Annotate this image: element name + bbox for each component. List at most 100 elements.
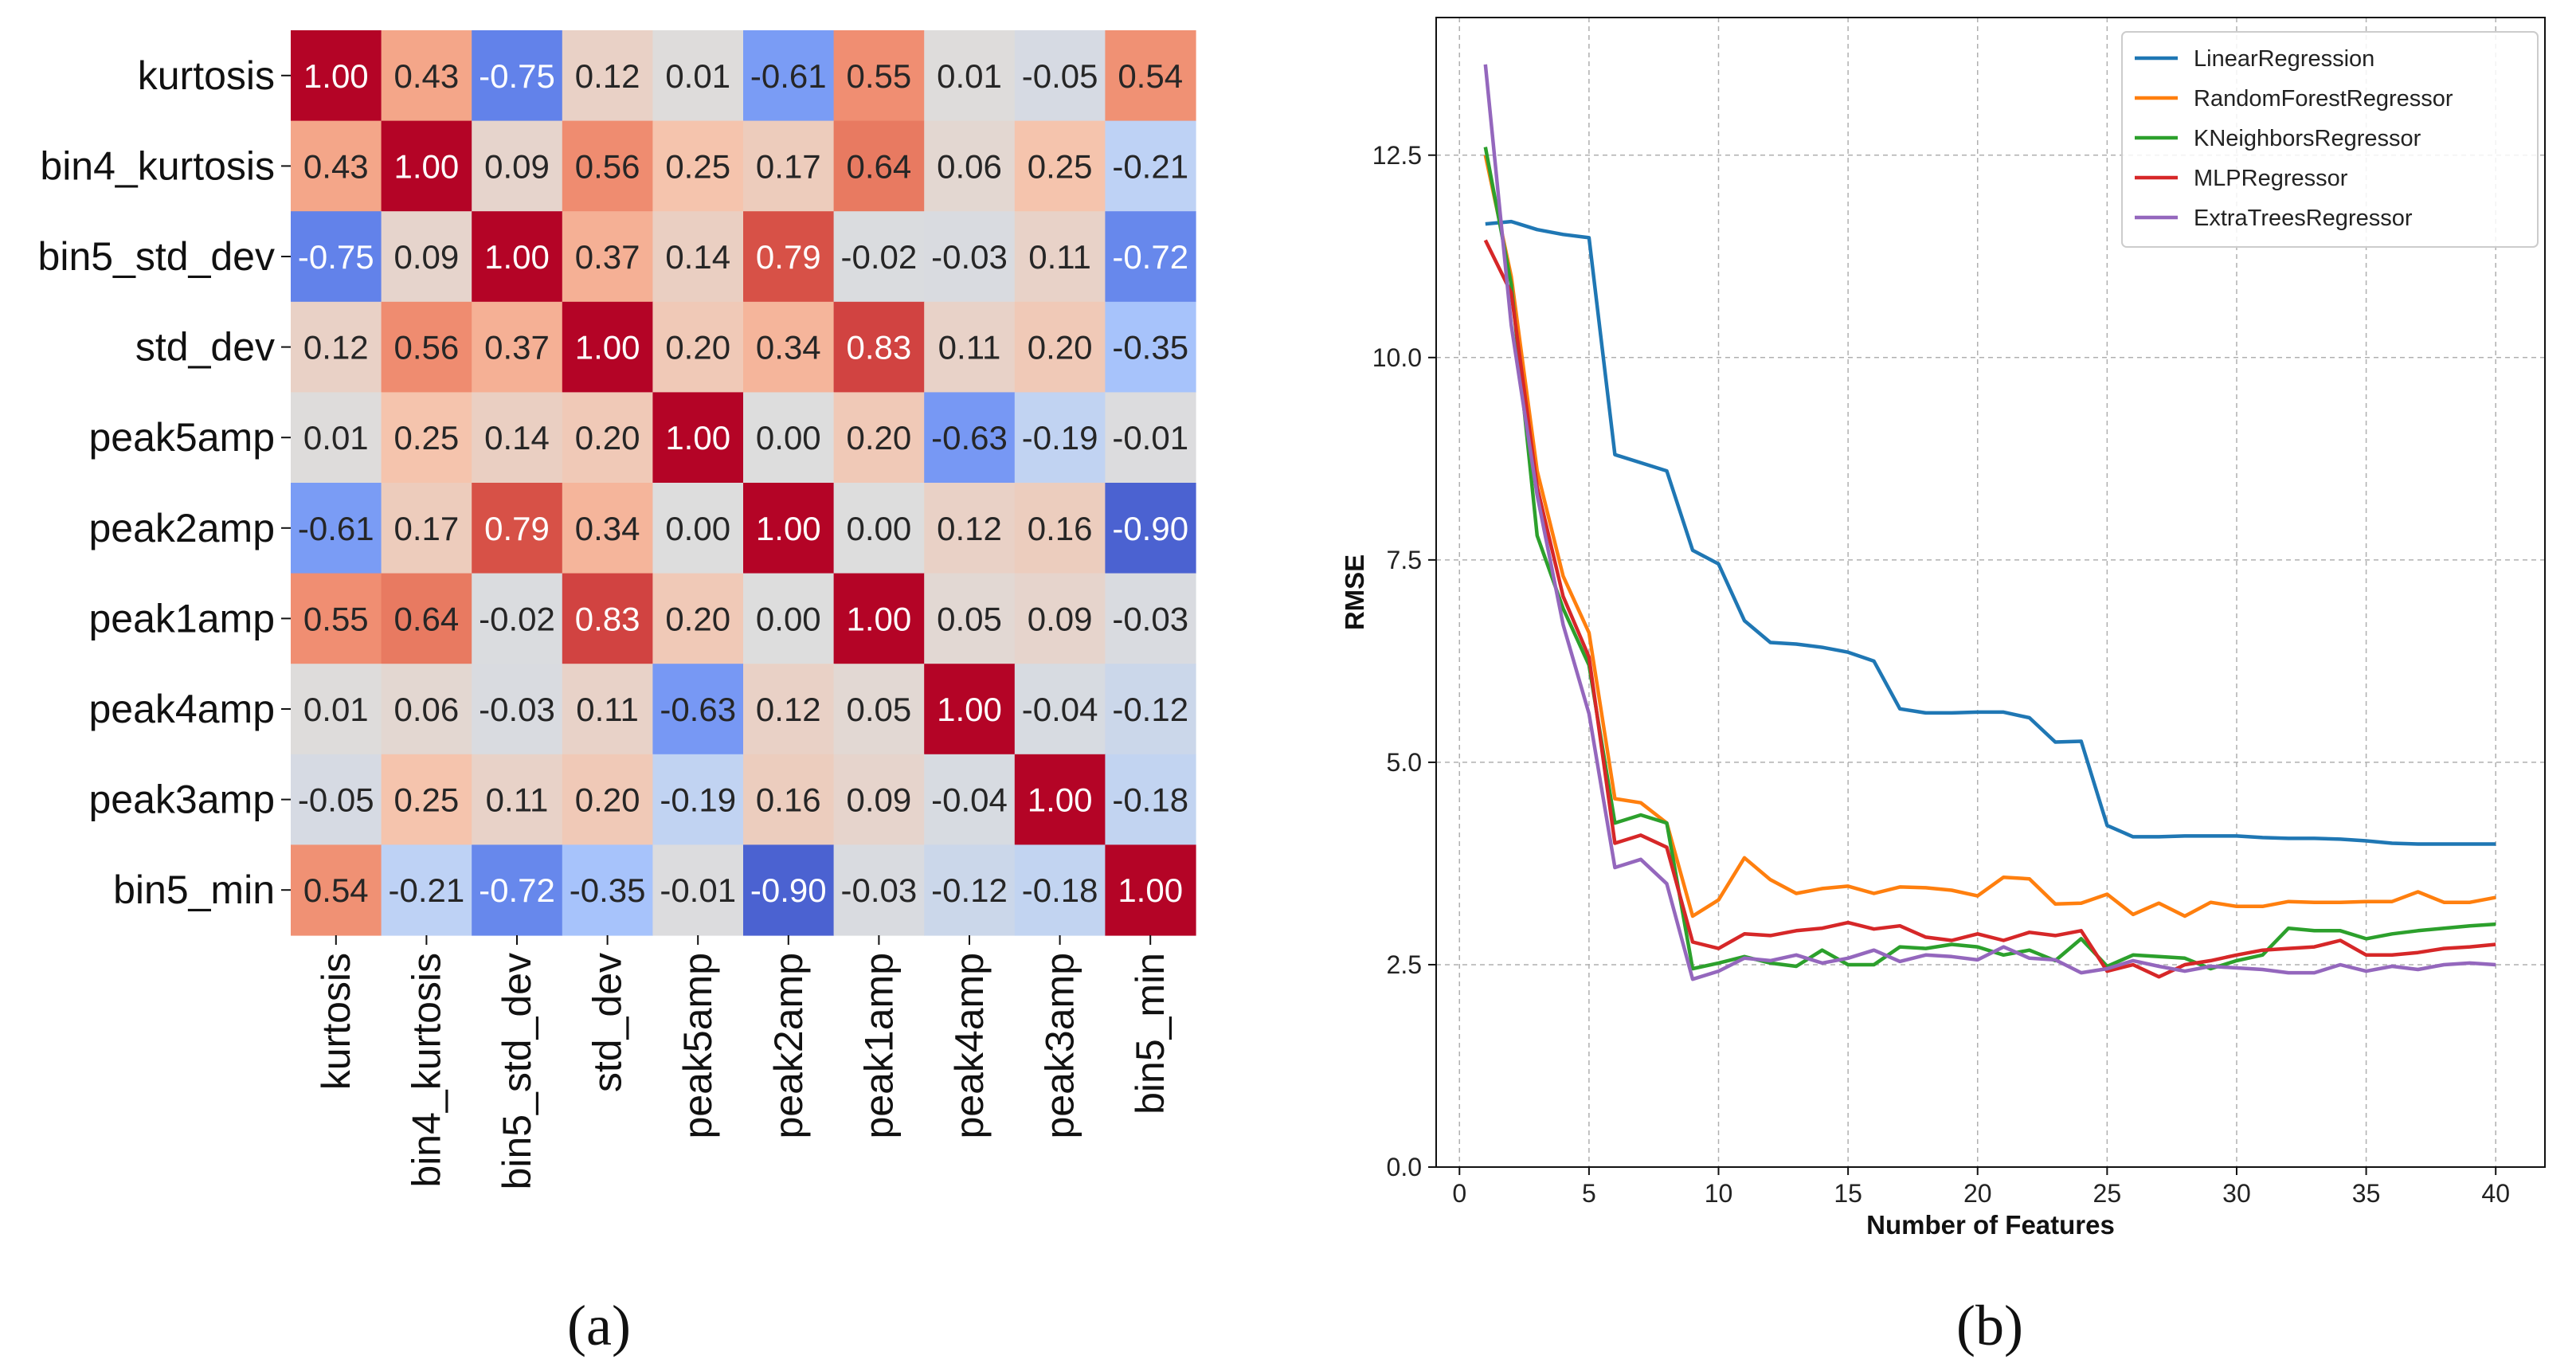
- heatmap-cell-label: 1.00: [1028, 781, 1093, 819]
- heatmap-cell-label: 0.01: [937, 57, 1002, 95]
- heatmap-cell-label: 0.12: [303, 329, 369, 366]
- heatmap-cell-label: 0.20: [1028, 329, 1093, 366]
- heatmap-cell-label: -0.01: [660, 872, 736, 909]
- y-tick-label: 2.5: [1387, 950, 1422, 979]
- heatmap-cell: [291, 30, 382, 122]
- x-tick-label: bin5_std_dev: [495, 953, 539, 1189]
- heatmap-cell-label: 0.09: [1028, 600, 1093, 637]
- rmse-line-chart: 0 5 10 15 20 25 30 35 40 0.0 2.5 5.0 7.5 10.0 12.5 Numb…: [1340, 17, 2546, 1240]
- heatmap-cell: [1014, 483, 1106, 574]
- heatmap-cell-label: -0.72: [479, 872, 555, 909]
- heatmap-cell: [652, 483, 744, 574]
- heatmap-cell: [833, 120, 925, 212]
- heatmap-cell: [652, 664, 744, 755]
- heatmap-cell: [743, 392, 835, 484]
- heatmap-cell-label: -0.21: [1112, 147, 1188, 185]
- y-tick-label: peak1amp: [89, 596, 276, 640]
- plot-frame: [1435, 17, 2546, 1168]
- x-tick-label: peak5amp: [675, 953, 720, 1139]
- heatmap-cell: [472, 301, 563, 393]
- heatmap-cell-label: -0.19: [660, 781, 736, 819]
- heatmap-cell: [562, 844, 653, 936]
- heatmap-cell-label: 0.05: [847, 691, 912, 728]
- heatmap-cell: [743, 301, 835, 393]
- heatmap-cell-label: -0.04: [931, 781, 1008, 819]
- heatmap-cell: [743, 754, 835, 845]
- heatmap-cell-label: 0.79: [756, 238, 821, 276]
- heatmap-cell-label: 0.09: [394, 238, 460, 276]
- x-tick-label: 25: [2093, 1179, 2122, 1208]
- heatmap-cell-label: -0.18: [1112, 781, 1188, 819]
- heatmap-cell: [833, 844, 925, 936]
- legend-label: ExtraTreesRegressor: [2194, 206, 2413, 231]
- series-line: [1483, 239, 2496, 979]
- heatmap-cell: [1014, 301, 1106, 393]
- heatmap-cell: [291, 392, 382, 484]
- x-tick-label: peak1amp: [856, 953, 901, 1139]
- heatmap-cell: [381, 301, 472, 393]
- heatmap-cell: [743, 573, 835, 664]
- heatmap-cell: [562, 573, 653, 664]
- heatmap-cell: [381, 844, 472, 936]
- heatmap-cell: [562, 301, 653, 393]
- y-tick-label: 0.0: [1387, 1153, 1422, 1181]
- heatmap-cell-label: 0.79: [484, 510, 550, 547]
- heatmap-cell: [472, 483, 563, 574]
- heatmap-cell: [833, 30, 925, 122]
- heatmap-cell: [1105, 120, 1196, 212]
- heatmap-cell-label: 0.16: [756, 781, 821, 819]
- heatmap-cell: [833, 483, 925, 574]
- heatmap-cell: [1105, 30, 1196, 122]
- heatmap-cell: [291, 664, 382, 755]
- heatmap-cell-label: 0.14: [484, 419, 550, 456]
- heatmap-cell: [381, 754, 472, 845]
- heatmap-cell: [291, 211, 382, 303]
- x-tick-label: 10: [1705, 1179, 1733, 1208]
- heatmap-cell-label: 0.20: [575, 781, 640, 819]
- heatmap-cell: [291, 844, 382, 936]
- heatmap-cell-label: 0.64: [394, 600, 460, 637]
- heatmap-cell: [381, 483, 472, 574]
- heatmap-cell-label: -0.75: [298, 238, 374, 276]
- heatmap-cell-label: -0.03: [479, 691, 555, 728]
- heatmap-cell: [1014, 573, 1106, 664]
- heatmap-cell: [652, 211, 744, 303]
- heatmap-cell-label: 0.43: [394, 57, 460, 95]
- heatmap-cell: [1014, 120, 1106, 212]
- x-tick-label: 20: [1963, 1179, 1992, 1208]
- y-tick-label: std_dev: [135, 325, 275, 370]
- heatmap-cell: [1105, 573, 1196, 664]
- heatmap-cell-label: 0.05: [937, 600, 1002, 637]
- heatmap-cell: [562, 754, 653, 845]
- heatmap-cell-label: -0.63: [660, 691, 736, 728]
- x-tick-label: 40: [2481, 1179, 2510, 1208]
- heatmap-cell-label: 0.54: [1118, 57, 1183, 95]
- heatmap-cell: [743, 30, 835, 122]
- x-tick-label: 15: [1834, 1179, 1862, 1208]
- heatmap-cell-label: -0.18: [1022, 872, 1098, 909]
- x-axis-label: Number of Features: [1866, 1210, 2115, 1240]
- panel-label-b: (b): [1956, 1294, 2023, 1357]
- heatmap-cell-label: -0.03: [1112, 600, 1188, 637]
- heatmap-cell: [472, 664, 563, 755]
- heatmap-cell-label: -0.90: [750, 872, 827, 909]
- heatmap-cell-label: -0.90: [1112, 510, 1188, 547]
- heatmap-cell-label: -0.61: [298, 510, 374, 547]
- heatmap-cell-label: -0.35: [1112, 329, 1188, 366]
- y-tick-label: peak2amp: [89, 506, 276, 550]
- heatmap-cell-label: 1.00: [394, 147, 460, 185]
- heatmap-cell-label: -0.75: [479, 57, 555, 95]
- heatmap-cell-label: -0.12: [1112, 691, 1188, 728]
- x-tick-label: 30: [2222, 1179, 2251, 1208]
- heatmap-cell-label: 0.16: [1028, 510, 1093, 547]
- heatmap-cell: [743, 664, 835, 755]
- heatmap-cell: [381, 573, 472, 664]
- heatmap-cell-label: -0.03: [931, 238, 1008, 276]
- heatmap-cell: [924, 844, 1016, 936]
- heatmap-cell-label: 0.34: [756, 329, 821, 366]
- x-tick-label: bin5_min: [1128, 953, 1173, 1114]
- heatmap-cell-label: 1.00: [756, 510, 821, 547]
- heatmap-cell: [472, 844, 563, 936]
- heatmap-cell-label: 0.00: [756, 419, 821, 456]
- heatmap-cell-label: -0.21: [389, 872, 465, 909]
